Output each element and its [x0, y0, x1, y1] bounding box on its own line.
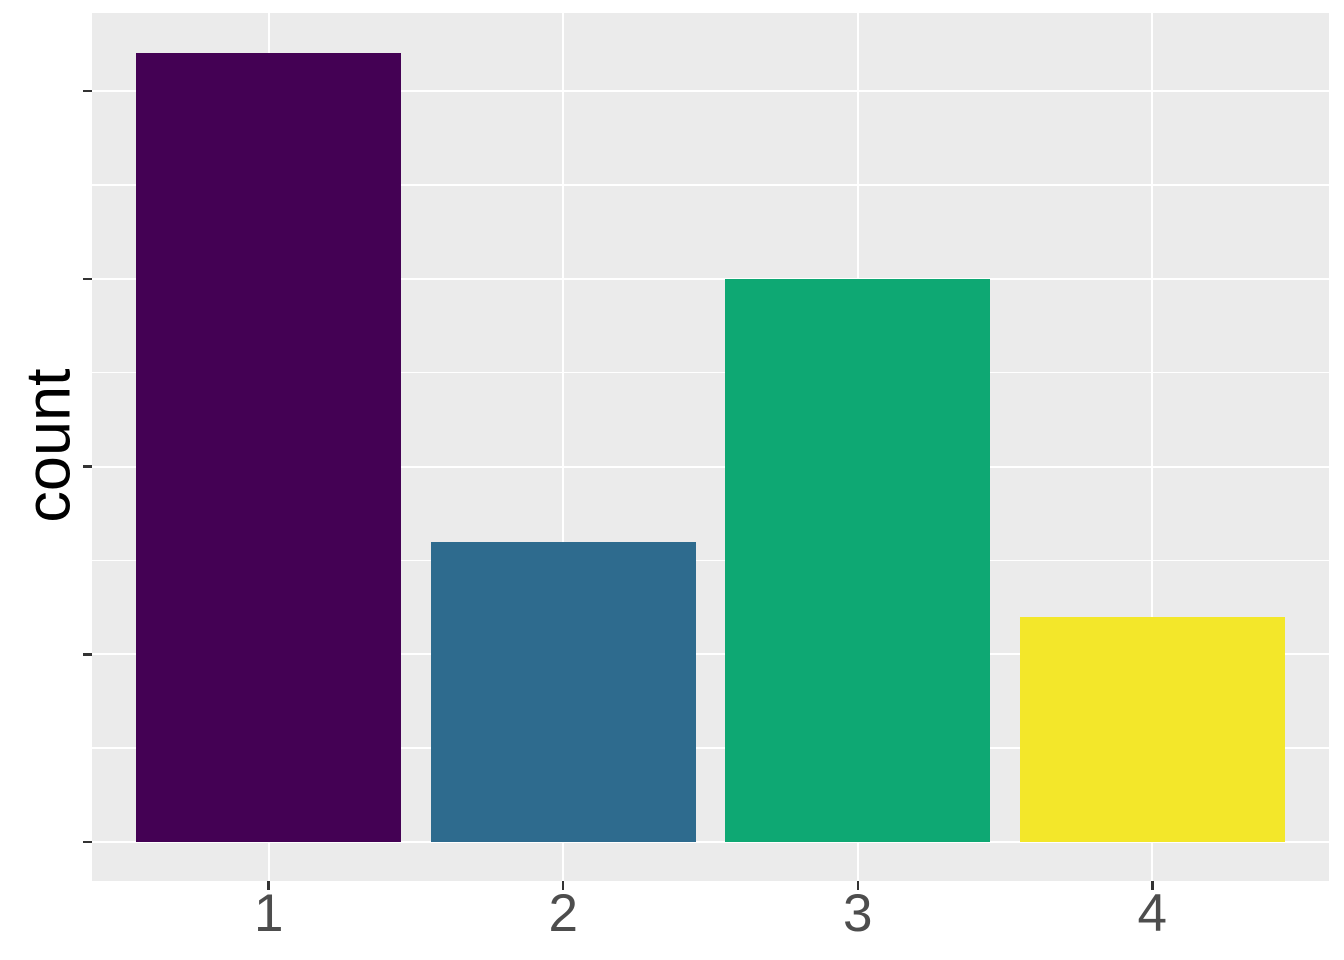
y-axis-tick — [83, 89, 92, 93]
y-minor-gridline — [92, 184, 1329, 186]
y-minor-gridline — [92, 747, 1329, 749]
y-axis-tick — [83, 465, 92, 468]
x-axis-tick — [1151, 881, 1154, 890]
y-major-gridline — [92, 841, 1329, 843]
y-axis-tick — [83, 840, 92, 844]
bar-category-4 — [1019, 616, 1285, 842]
y-major-gridline — [92, 653, 1329, 656]
y-minor-gridline — [92, 559, 1329, 562]
x-major-gridline — [562, 13, 565, 881]
x-axis-tick — [856, 881, 859, 890]
bar-category-3 — [725, 278, 991, 842]
y-axis-tick — [83, 653, 92, 656]
y-major-gridline — [92, 465, 1329, 468]
x-axis-tick — [267, 881, 270, 890]
x-major-gridline — [1151, 13, 1154, 881]
x-axis-label: 2 — [548, 884, 578, 943]
x-axis-label: 4 — [1137, 884, 1168, 943]
y-axis-title: count — [13, 368, 84, 523]
y-axis-tick — [83, 277, 92, 280]
y-major-gridline — [92, 277, 1329, 280]
plot-panel — [92, 13, 1329, 881]
y-minor-gridline — [92, 371, 1329, 374]
x-axis-tick — [561, 881, 565, 890]
x-axis-label: 1 — [253, 884, 284, 943]
bar-category-2 — [430, 541, 696, 842]
y-major-gridline — [92, 90, 1329, 92]
x-axis-label: 3 — [843, 884, 873, 943]
bar-category-1 — [136, 53, 402, 842]
